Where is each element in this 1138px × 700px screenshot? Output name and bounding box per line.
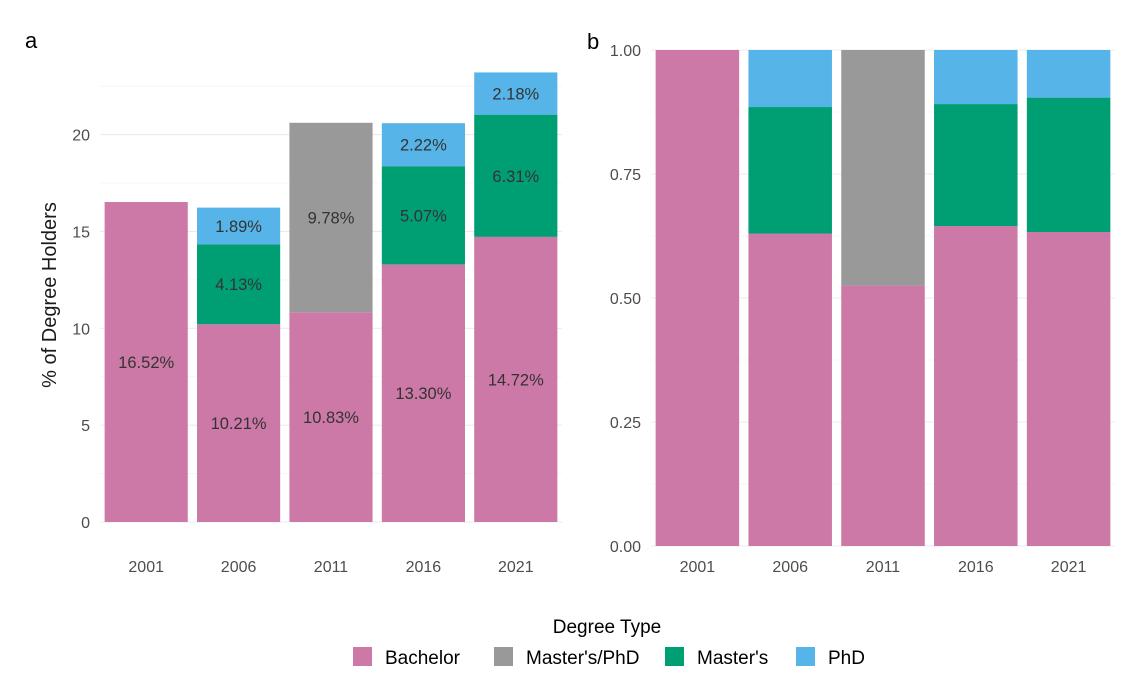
x-tick-label-2021: 2021 xyxy=(498,559,534,576)
panel-b-proportion-chart: 0.00 0.25 0.50 0.75 1.00 2001 2006 2011 2016 2021… xyxy=(587,29,1115,576)
panel-a-stacked-percent-chart: 0 5 10 15 20 16.52% 2001 10.21% 4.13% 1.89% 2006 10… xyxy=(25,28,562,576)
x-tick-label-2006: 2006 xyxy=(221,559,257,576)
legend-label-master-s: Master's xyxy=(697,648,768,669)
y-axis-title: % of Degree Holders xyxy=(39,202,61,388)
legend-title: Degree Type xyxy=(553,617,661,638)
y-tick-label: 10 xyxy=(72,321,90,338)
bar-segment-bachelor-2011 xyxy=(841,285,925,546)
bar-segment-master-s-2006 xyxy=(748,107,832,234)
bar-segment-master-s-2016 xyxy=(381,166,465,265)
bar-segment-bachelor-2001 xyxy=(104,202,188,522)
data-label-master-s-phd-2011: 9.78% xyxy=(308,210,355,228)
data-label-bachelor-2016: 13.30% xyxy=(395,385,451,403)
panel-tag: a xyxy=(25,28,38,53)
bar-segment-bachelor-2021 xyxy=(1026,232,1111,547)
x-tick-label-2001: 2001 xyxy=(680,559,716,576)
x-tick-label-2016: 2016 xyxy=(958,559,994,576)
y-tick-label: 15 xyxy=(72,224,90,241)
bar-segment-bachelor-2001 xyxy=(655,50,740,546)
data-label-master-s-2006: 4.13% xyxy=(215,276,262,294)
bar-segment-master-s-2006 xyxy=(197,244,281,325)
legend: Degree Type Bachelor Master's/PhD Master's… xyxy=(353,617,865,669)
x-tick-label-2021: 2021 xyxy=(1051,559,1087,576)
bar-segment-master-s-2021 xyxy=(1026,97,1111,233)
bar-segment-phd-2016 xyxy=(381,123,465,167)
bar-segment-phd-2021 xyxy=(474,72,558,115)
bar-segment-bachelor-2016 xyxy=(381,264,465,522)
data-label-master-s-2021: 6.31% xyxy=(492,168,539,186)
x-tick-label-2001: 2001 xyxy=(128,559,164,576)
y-tick-label: 0.75 xyxy=(610,167,641,184)
bar-segment-phd-2016 xyxy=(934,50,1018,105)
y-tick-label: 0.00 xyxy=(610,539,641,556)
bar-segment-phd-2006 xyxy=(748,50,832,108)
x-tick-label-2006: 2006 xyxy=(772,559,808,576)
y-tick-label: 1.00 xyxy=(610,43,641,60)
bar-segment-master-s-phd-2011 xyxy=(841,50,925,286)
legend-key-bachelor xyxy=(353,647,372,666)
y-tick-label: 5 xyxy=(81,418,90,435)
panel-tag: b xyxy=(587,29,599,54)
bar-segment-master-s-phd-2011 xyxy=(289,122,373,313)
bar-segment-phd-2006 xyxy=(197,207,281,245)
data-label-phd-2016: 2.22% xyxy=(400,137,447,155)
bar-segment-bachelor-2011 xyxy=(289,312,373,522)
y-tick-label: 20 xyxy=(72,128,90,145)
x-tick-label-2016: 2016 xyxy=(406,559,442,576)
x-tick-label-2011: 2011 xyxy=(866,559,901,576)
bar-segment-bachelor-2006 xyxy=(748,233,832,546)
data-label-bachelor-2011: 10.83% xyxy=(303,409,359,427)
bar-segment-bachelor-2006 xyxy=(197,324,281,522)
legend-key-master-s xyxy=(665,647,684,666)
y-tick-label: 0.25 xyxy=(610,415,641,432)
legend-label-bachelor: Bachelor xyxy=(385,648,461,669)
bar-segment-bachelor-2021 xyxy=(474,236,558,522)
data-label-bachelor-2021: 14.72% xyxy=(488,371,544,389)
y-tick-label: 0.50 xyxy=(610,291,641,308)
data-label-master-s-2016: 5.07% xyxy=(400,207,447,225)
data-label-bachelor-2001: 16.52% xyxy=(118,354,174,372)
bar-segment-master-s-2016 xyxy=(934,104,1018,227)
legend-key-master-s-phd xyxy=(494,647,513,666)
bar-segment-master-s-2021 xyxy=(474,114,558,237)
x-tick-label-2011: 2011 xyxy=(314,559,349,576)
legend-label-phd: PhD xyxy=(828,648,865,669)
legend-label-master-s-phd: Master's/PhD xyxy=(526,648,639,669)
y-tick-label: 0 xyxy=(81,515,90,532)
bar-segment-phd-2021 xyxy=(1026,50,1111,98)
legend-key-phd xyxy=(796,647,815,666)
data-label-phd-2021: 2.18% xyxy=(492,86,539,104)
data-label-phd-2006: 1.89% xyxy=(215,218,262,236)
data-label-bachelor-2006: 10.21% xyxy=(211,415,267,433)
bar-segment-bachelor-2016 xyxy=(934,226,1018,546)
